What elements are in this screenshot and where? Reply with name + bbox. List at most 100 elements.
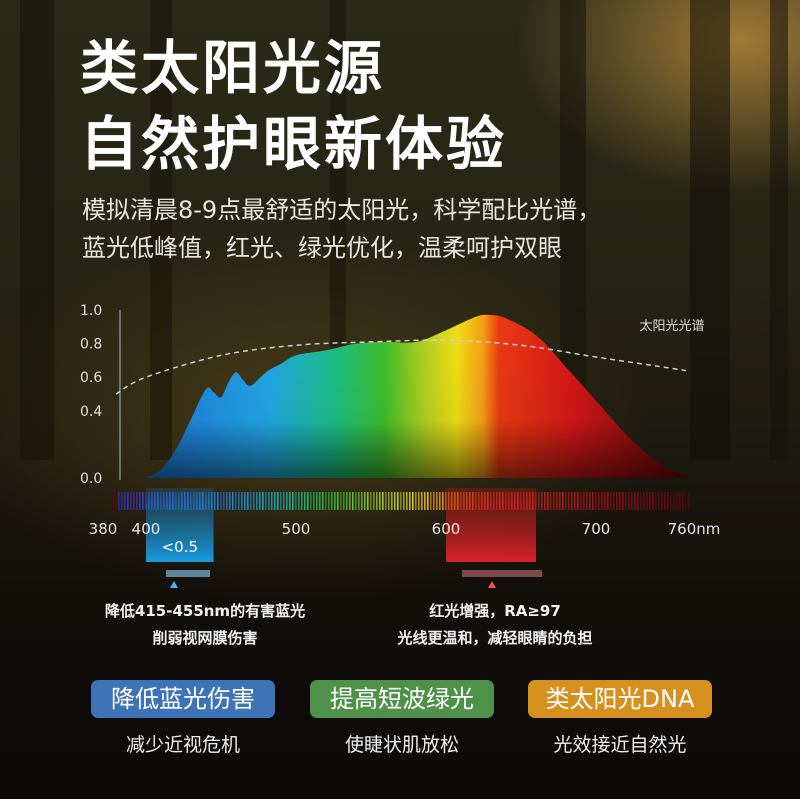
spectrum-band-tick <box>307 492 309 510</box>
spectrum-band-tick <box>607 492 609 510</box>
spectrum-band-tick <box>625 492 627 510</box>
led-spectrum-shade <box>146 314 686 478</box>
blue-pin-icon <box>170 581 178 588</box>
x-tick-label: 500 <box>282 520 311 538</box>
spectrum-band-tick <box>385 492 387 510</box>
subtitle-line-2: 蓝光低峰值，红光、绿光优化，温柔呵护双眼 <box>82 234 562 262</box>
spectrum-band-tick <box>124 492 126 510</box>
spectrum-band-tick <box>562 492 564 510</box>
spectrum-band-tick <box>316 492 318 510</box>
spectrum-band-tick <box>232 492 234 510</box>
spectrum-band-tick <box>589 492 591 510</box>
spectrum-band-tick <box>688 492 690 510</box>
spectrum-band-tick <box>253 492 255 510</box>
spectrum-band-tick <box>616 492 618 510</box>
spectrum-band-tick <box>637 492 639 510</box>
spectrum-band-tick <box>661 492 663 510</box>
x-tick-label: 760nm <box>668 520 721 538</box>
spectrum-band-tick <box>349 492 351 510</box>
spectrum-band-tick <box>121 492 123 510</box>
spectrum-band-tick <box>238 492 240 510</box>
spectrum-band-tick <box>295 492 297 510</box>
spectrum-band-tick <box>433 492 435 510</box>
spectrum-band-tick <box>400 492 402 510</box>
blue-light-box <box>146 488 214 562</box>
spectrum-band-tick <box>130 492 132 510</box>
spectrum-band-tick <box>658 492 660 510</box>
spectrum-band-tick <box>610 492 612 510</box>
spectrum-band-tick <box>379 492 381 510</box>
spectrum-band-tick <box>301 492 303 510</box>
spectrum-band-tick <box>628 492 630 510</box>
spectrum-band-tick <box>373 492 375 510</box>
spectrum-band-tick <box>559 492 561 510</box>
spectrum-band-tick <box>613 492 615 510</box>
spectrum-chart: 1.0 0.8 0.6 0.4 0.0 380 400 500 600 700 760nm 太阳光… <box>80 303 721 588</box>
spectrum-band-tick <box>664 492 666 510</box>
spectrum-band-tick <box>415 492 417 510</box>
spectrum-band-tick <box>670 492 672 510</box>
spectrum-band-tick <box>424 492 426 510</box>
spectrum-band-tick <box>418 492 420 510</box>
spectrum-band-tick <box>406 492 408 510</box>
red-note-line-1: 红光增强，RA≥97 <box>429 602 561 620</box>
spectrum-band-tick <box>544 492 546 510</box>
x-tick-label: 380 <box>89 520 118 538</box>
spectrum-band-tick <box>388 492 390 510</box>
spectrum-band-tick <box>634 492 636 510</box>
spectrum-band-tick <box>337 492 339 510</box>
spectrum-band-tick <box>391 492 393 510</box>
blue-note: 降低415-455nm的有害蓝光 削弱视网膜伤害 <box>60 600 350 648</box>
spectrum-band-tick <box>586 492 588 510</box>
spectrum-band-tick <box>256 492 258 510</box>
spectrum-band-tick <box>289 492 291 510</box>
spectrum-band-tick <box>655 492 657 510</box>
spectrum-band-tick <box>322 492 324 510</box>
spectrum-band-tick <box>577 492 579 510</box>
spectrum-band-tick <box>412 492 414 510</box>
spectrum-band-tick <box>580 492 582 510</box>
spectrum-band-tick <box>259 492 261 510</box>
spectrum-band-tick <box>595 492 597 510</box>
spectrum-band-tick <box>223 492 225 510</box>
spectrum-band-tick <box>565 492 567 510</box>
spectrum-band-tick <box>220 492 222 510</box>
spectrum-band-tick <box>622 492 624 510</box>
spectrum-band-tick <box>361 492 363 510</box>
spectrum-band-tick <box>274 492 276 510</box>
spectrum-band-tick <box>214 492 216 510</box>
red-note: 红光增强，RA≥97 光线更温和，减轻眼睛的负担 <box>370 600 620 648</box>
spectrum-band-tick <box>235 492 237 510</box>
spectrum-band-tick <box>547 492 549 510</box>
spectrum-band-tick <box>277 492 279 510</box>
spectrum-band-tick <box>583 492 585 510</box>
spectrum-band-tick <box>112 492 114 510</box>
spectrum-band-tick <box>370 492 372 510</box>
spectrum-band-tick <box>244 492 246 510</box>
feature-caption-blue: 减少近视危机 <box>125 734 240 756</box>
spectrum-band-tick <box>640 492 642 510</box>
spectrum-band-tick <box>286 492 288 510</box>
sunlight-curve <box>115 339 687 395</box>
spectrum-band-tick <box>394 492 396 510</box>
spectrum-band-tick <box>334 492 336 510</box>
spectrum-band-tick <box>436 492 438 510</box>
feature-badge-orange: 类太阳光DNA <box>528 680 712 718</box>
blue-note-line-1: 降低415-455nm的有害蓝光 <box>104 602 306 620</box>
chart-legend-label: 太阳光光谱 <box>639 319 704 334</box>
spectrum-band-tick <box>598 492 600 510</box>
red-pin-icon <box>488 581 496 588</box>
spectrum-band-tick <box>283 492 285 510</box>
spectrum-band-tick <box>358 492 360 510</box>
spectrum-band-tick <box>118 492 120 510</box>
y-tick-label: 1.0 <box>80 303 102 319</box>
spectrum-band-tick <box>430 492 432 510</box>
spectrum-band-tick <box>247 492 249 510</box>
spectrum-band-tick <box>376 492 378 510</box>
spectrum-band-tick <box>217 492 219 510</box>
spectrum-band-tick <box>250 492 252 510</box>
blue-note-line-2: 削弱视网膜伤害 <box>152 629 258 647</box>
spectrum-band-tick <box>550 492 552 510</box>
spectrum-band-tick <box>601 492 603 510</box>
red-marker <box>462 570 542 588</box>
